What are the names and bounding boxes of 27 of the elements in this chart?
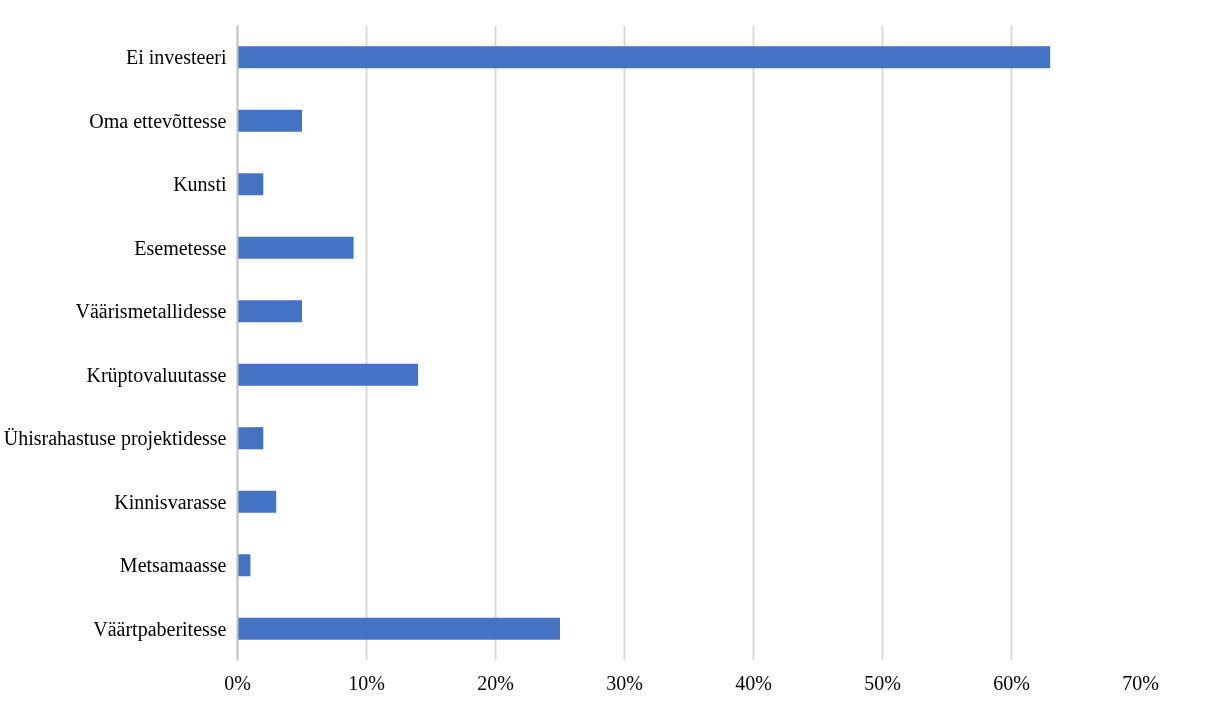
y-tick-label: Oma ettevõttesse — [89, 109, 227, 132]
bar — [237, 173, 264, 196]
y-tick-label: Ühisrahastuse projektidesse — [3, 427, 227, 451]
x-tick-label: 10% — [348, 671, 385, 694]
bar — [237, 109, 302, 132]
x-tick-label: 50% — [864, 671, 901, 694]
bar — [237, 617, 560, 640]
bar — [237, 490, 277, 513]
bar — [237, 427, 264, 450]
y-tick-label: Väärtpaberitesse — [93, 617, 227, 641]
x-tick-label: 20% — [477, 671, 514, 694]
x-tick-label: 60% — [993, 671, 1030, 694]
y-tick-label: Esemetesse — [134, 236, 227, 259]
y-tick-label: Kunsti — [173, 173, 227, 196]
bar — [237, 300, 302, 323]
bar — [237, 236, 354, 259]
y-tick-label: Ei investeeri — [125, 46, 227, 69]
x-tick-label: 70% — [1122, 671, 1159, 694]
x-tick-label: 0% — [224, 671, 251, 694]
bar — [237, 363, 419, 386]
y-tick-label: Krüptovaluutasse — [86, 363, 227, 387]
y-tick-label: Väärismetallidesse — [75, 300, 227, 323]
x-tick-label: 30% — [606, 671, 643, 694]
y-tick-label: Kinnisvarasse — [114, 490, 227, 513]
x-tick-label: 40% — [735, 671, 772, 694]
bar — [237, 46, 1051, 69]
y-tick-label: Metsamaasse — [119, 554, 227, 577]
